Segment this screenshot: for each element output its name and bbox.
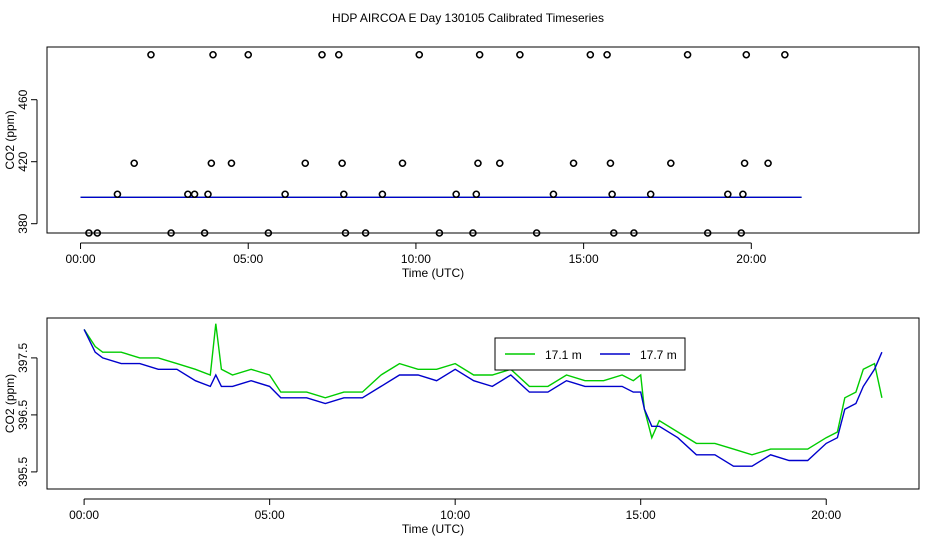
data-point	[532, 229, 541, 237]
x-axis-label: Time (UTC)	[402, 266, 464, 280]
data-point	[608, 190, 616, 199]
x-tick-label: 10:00	[401, 252, 431, 266]
data-point	[646, 190, 655, 199]
x-tick-label: 05:00	[255, 508, 285, 522]
legend-label: 17.1 m	[545, 348, 582, 362]
data-point	[93, 229, 102, 237]
data-point	[167, 229, 175, 237]
data-point	[130, 159, 138, 168]
x-tick-label: 20:00	[736, 252, 766, 266]
series-line-17-7m	[83, 329, 883, 467]
x-tick-label: 00:00	[69, 508, 99, 522]
x-tick-label: 20:00	[811, 508, 841, 522]
data-point	[549, 190, 558, 199]
data-point	[207, 159, 216, 168]
data-point	[281, 190, 289, 199]
plot-frame	[46, 46, 920, 234]
data-point	[683, 50, 692, 59]
data-point	[630, 229, 638, 237]
x-tick-label: 15:00	[569, 252, 599, 266]
data-point	[398, 159, 407, 168]
y-tick-label: 380	[16, 213, 30, 233]
data-point	[452, 190, 460, 199]
x-tick-label: 15:00	[626, 508, 656, 522]
data-point	[378, 190, 387, 199]
data-point	[244, 50, 253, 59]
data-point	[227, 159, 236, 168]
data-point	[667, 159, 675, 168]
data-point	[334, 50, 343, 59]
data-point	[609, 229, 618, 237]
data-point	[85, 229, 93, 237]
data-point	[338, 159, 346, 168]
data-point	[200, 229, 209, 237]
y-tick-label: 395.5	[16, 457, 30, 487]
data-point	[415, 50, 424, 59]
data-point	[474, 159, 482, 168]
data-point	[739, 190, 747, 199]
data-point	[569, 159, 578, 168]
data-point	[113, 190, 122, 199]
y-axis-label: CO2 (ppm)	[3, 374, 17, 433]
y-tick-label: 420	[16, 151, 30, 171]
data-point	[606, 159, 615, 168]
data-point	[742, 50, 751, 59]
y-axis-label: CO2 (ppm)	[3, 110, 17, 169]
data-point	[737, 229, 746, 237]
data-point	[301, 159, 310, 168]
data-point	[341, 229, 350, 237]
data-point	[147, 50, 155, 59]
top-panel: 00:00 05:00 10:00 15:00 20:00 Time (UTC) 380 42…	[3, 46, 920, 280]
data-point	[184, 190, 192, 199]
data-point	[209, 50, 217, 59]
data-point	[781, 50, 789, 59]
data-point	[190, 190, 199, 199]
legend-label: 17.7 m	[640, 348, 677, 362]
data-point	[586, 50, 595, 59]
data-point	[472, 190, 481, 199]
chart-title: HDP AIRCOA E Day 130105 Calibrated Times…	[332, 11, 604, 25]
x-tick-label: 10:00	[440, 508, 470, 522]
bottom-panel: 00:00 05:00 10:00 15:00 20:00 Time (UTC) 395.5…	[3, 317, 920, 536]
y-tick-label: 396.5	[16, 400, 30, 430]
data-point	[516, 50, 524, 59]
x-axis-label: Time (UTC)	[402, 522, 464, 536]
data-point	[340, 190, 348, 199]
data-point	[435, 229, 444, 237]
data-point	[724, 190, 732, 199]
data-point	[603, 50, 611, 59]
y-tick-label: 460	[16, 89, 30, 109]
data-point	[318, 50, 326, 59]
data-point	[764, 159, 772, 168]
data-point	[475, 50, 484, 59]
x-tick-label: 00:00	[66, 252, 96, 266]
data-point	[495, 159, 504, 168]
plot-frame	[46, 317, 920, 490]
data-point	[361, 229, 370, 237]
data-point	[204, 190, 212, 199]
data-point	[740, 159, 749, 168]
x-tick-label: 05:00	[233, 252, 263, 266]
data-point	[469, 229, 477, 237]
series-line-17-1m	[83, 323, 883, 456]
data-point	[264, 229, 273, 237]
data-point	[703, 229, 712, 237]
y-tick-label: 397.5	[16, 343, 30, 373]
